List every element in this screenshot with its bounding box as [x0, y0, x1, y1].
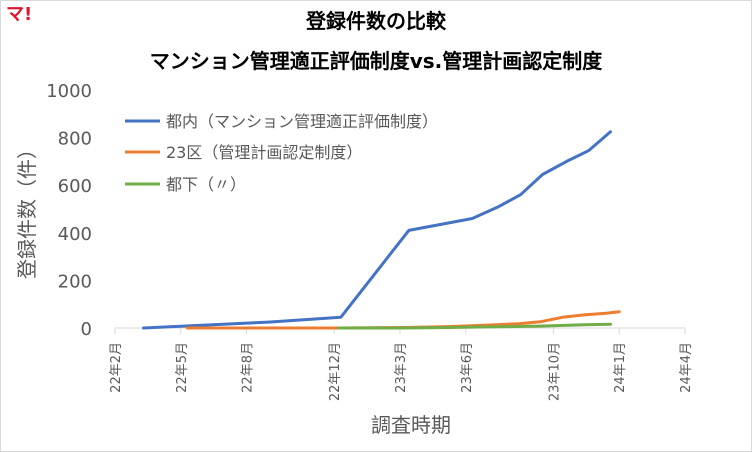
x-axis-title: 調査時期: [371, 413, 451, 437]
legend-label-0: 都内（マンション管理適正評価制度）: [166, 112, 438, 131]
x-tick-label-7: 24年1月: [613, 342, 628, 393]
x-tick-label-3: 22年12月: [328, 342, 343, 401]
x-tick-label-2: 22年8月: [241, 342, 256, 393]
y-axis-title: 登録件数（件）: [15, 139, 39, 279]
brand-logo: マ!: [6, 4, 33, 25]
x-tick-label-4: 23年3月: [394, 342, 409, 393]
x-tick-label-1: 22年5月: [175, 342, 190, 393]
y-tick-label-5: 1000: [46, 81, 92, 102]
x-tick-label-8: 24年4月: [679, 342, 694, 393]
y-tick-label-3: 600: [58, 176, 92, 197]
series-line-0: [142, 130, 612, 330]
y-tick-label-2: 400: [58, 224, 92, 245]
y-tick-label-4: 800: [58, 129, 92, 150]
legend-label-1: 23区（管理計画認定制度）: [166, 143, 362, 162]
y-tick-label-1: 200: [58, 271, 92, 292]
legend-label-2: 都下（〃）: [166, 175, 246, 194]
x-tick-label-6: 23年10月: [547, 342, 562, 401]
y-tick-label-0: 0: [81, 319, 92, 340]
x-tick-label-5: 23年6月: [460, 342, 475, 393]
chart-title: 登録件数の比較: [306, 9, 446, 33]
x-tick-label-0: 22年2月: [109, 342, 124, 393]
chart-subtitle: マンション管理適正評価制度vs.管理計画認定制度: [149, 49, 603, 73]
series-line-2: [337, 322, 612, 330]
